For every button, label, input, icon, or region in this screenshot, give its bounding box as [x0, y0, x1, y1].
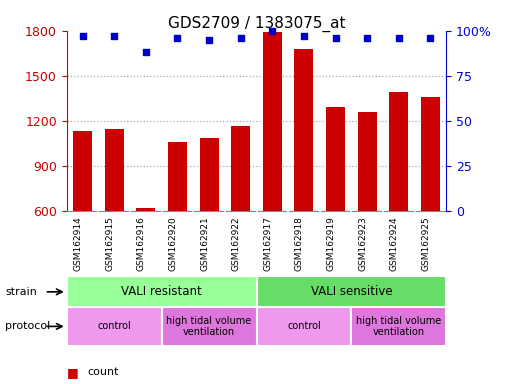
Point	[394, 35, 403, 41]
Bar	[67, 307, 162, 346]
Bar	[263, 32, 282, 211]
Text: GSM162921: GSM162921	[200, 217, 209, 271]
Bar	[200, 137, 219, 211]
Text: GSM162915: GSM162915	[105, 217, 114, 271]
Text: GSM162922: GSM162922	[232, 217, 241, 271]
Point	[331, 35, 340, 41]
Text: protocol: protocol	[5, 321, 50, 331]
Point	[78, 33, 87, 39]
Bar	[67, 276, 256, 307]
Text: control: control	[97, 321, 131, 331]
Text: VALI sensitive: VALI sensitive	[310, 285, 392, 298]
Bar	[168, 142, 187, 211]
Bar	[105, 129, 124, 211]
Text: VALI resistant: VALI resistant	[121, 285, 202, 298]
Bar	[136, 208, 155, 211]
Bar	[389, 93, 408, 211]
Bar	[294, 49, 313, 211]
Bar	[162, 307, 256, 346]
Text: GSM162924: GSM162924	[390, 217, 399, 271]
Text: strain: strain	[5, 287, 37, 297]
Bar	[73, 131, 92, 211]
Bar	[351, 307, 446, 346]
Point	[236, 35, 245, 41]
Point	[173, 35, 182, 41]
Point	[363, 35, 371, 41]
Text: high tidal volume
ventilation: high tidal volume ventilation	[356, 316, 442, 337]
Text: control: control	[287, 321, 321, 331]
Bar	[231, 126, 250, 211]
Text: GSM162925: GSM162925	[422, 217, 430, 271]
Text: ■: ■	[67, 366, 78, 379]
Bar	[256, 276, 446, 307]
Text: GSM162920: GSM162920	[168, 217, 177, 271]
Text: GSM162916: GSM162916	[137, 217, 146, 271]
Point	[426, 35, 435, 41]
Bar	[358, 112, 377, 211]
Text: GSM162919: GSM162919	[327, 217, 336, 271]
Bar	[326, 108, 345, 211]
Point	[300, 33, 308, 39]
Text: GSM162923: GSM162923	[358, 217, 367, 271]
Point	[142, 49, 150, 55]
Text: GSM162914: GSM162914	[73, 217, 83, 271]
Text: GSM162918: GSM162918	[295, 217, 304, 271]
Point	[110, 33, 118, 39]
Text: GDS2709 / 1383075_at: GDS2709 / 1383075_at	[168, 15, 345, 31]
Text: count: count	[87, 367, 119, 377]
Point	[205, 36, 213, 43]
Bar	[421, 97, 440, 211]
Text: high tidal volume
ventilation: high tidal volume ventilation	[166, 316, 252, 337]
Bar	[256, 307, 351, 346]
Point	[268, 28, 277, 34]
Text: GSM162917: GSM162917	[263, 217, 272, 271]
